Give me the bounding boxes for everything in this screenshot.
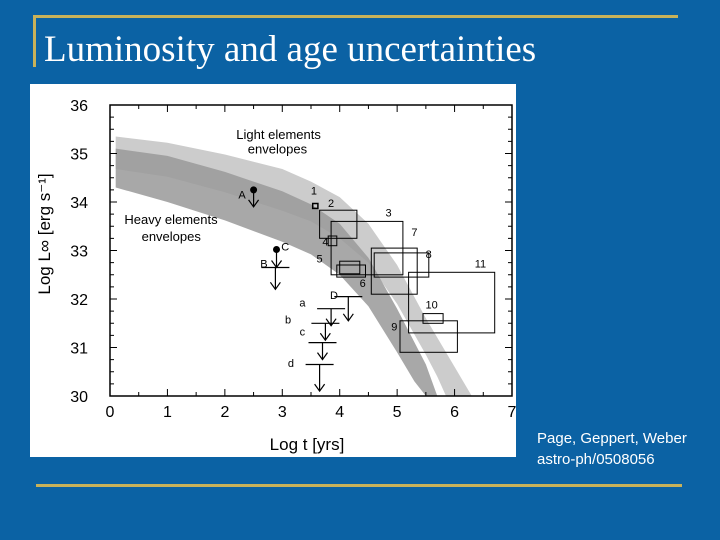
object-box-9	[399, 320, 458, 353]
object-arrow-c	[271, 260, 283, 269]
x-tick-label: 1	[163, 404, 172, 421]
object-arrow-b	[319, 332, 331, 342]
object-box-8	[373, 252, 430, 278]
envelope-band-2	[115, 148, 438, 396]
x-tick-label: 6	[450, 404, 459, 421]
x-tick-label: 2	[220, 404, 229, 421]
object-label-a: A	[238, 190, 246, 202]
object-arrow-d	[314, 383, 326, 393]
y-tick-label: 30	[70, 389, 88, 406]
object-label-7: 7	[411, 227, 417, 239]
object-arrow-b	[269, 281, 281, 291]
object-label-9: 9	[391, 322, 397, 334]
x-tick-label: 5	[393, 404, 402, 421]
bottom-rule	[36, 484, 682, 487]
object-box-6	[339, 260, 361, 275]
object-arrow-d	[342, 313, 354, 322]
x-tick-label: 3	[278, 404, 287, 421]
object-label-d: D	[330, 290, 338, 302]
envelope-bands	[115, 136, 472, 396]
object-point-a	[250, 186, 258, 194]
object-box-11	[408, 271, 496, 334]
x-tick-label: 0	[106, 404, 115, 421]
y-tick-label: 35	[70, 147, 88, 164]
object-label-c: c	[300, 326, 306, 338]
citation-reference: astro-ph/0508056	[537, 451, 655, 468]
band-annotation-4: envelopes	[142, 229, 202, 244]
object-label-8: 8	[426, 249, 432, 261]
citation-authors: Page, Geppert, Weber	[537, 430, 687, 447]
object-box-4	[327, 235, 338, 247]
axis-ticks	[109, 104, 513, 397]
x-tick-label: 4	[335, 404, 344, 421]
object-box-10	[422, 313, 444, 324]
object-label-a: a	[299, 297, 306, 309]
object-label-6: 6	[360, 278, 366, 290]
object-label-5: 5	[317, 254, 323, 266]
left-rule	[33, 15, 36, 67]
object-label-4: 4	[322, 237, 328, 249]
object-box-1	[311, 202, 319, 210]
band-annotation-2: envelopes	[248, 142, 308, 157]
object-label-11: 11	[475, 259, 486, 271]
y-tick-label: 31	[70, 341, 88, 358]
y-axis-label: Log L∞ [erg s⁻¹]	[35, 173, 54, 294]
band-annotation-1: Light elements	[236, 127, 321, 142]
top-rule	[36, 15, 678, 18]
object-arrow-a	[325, 318, 337, 327]
band-annotation-3: Heavy elements	[124, 212, 218, 227]
x-axis-label: Log t [yrs]	[270, 435, 345, 454]
object-label-d: d	[288, 358, 294, 370]
y-tick-label: 32	[70, 292, 88, 309]
object-label-1: 1	[311, 186, 317, 198]
y-tick-label: 33	[70, 244, 88, 261]
y-tick-label: 36	[70, 98, 88, 115]
object-arrow-c	[316, 352, 328, 361]
y-tick-labels: 30 31 32 33 34 35 36	[70, 98, 88, 406]
luminosity-age-figure: Light elements envelopes Heavy elements env…	[30, 84, 516, 457]
object-box-5	[336, 264, 366, 278]
object-label-c: C	[281, 242, 289, 254]
y-tick-label: 34	[70, 195, 88, 212]
object-label-b: b	[285, 314, 291, 326]
object-box-7	[370, 247, 418, 295]
slide-title: Luminosity and age uncertainties	[44, 29, 537, 70]
citation: Page, Geppert, Weber astro-ph/0508056	[537, 428, 687, 470]
object-arrow-a	[248, 199, 260, 208]
x-tick-labels: 0 1 2 3 4 5 6 7	[106, 404, 516, 421]
object-label-10: 10	[425, 300, 437, 312]
object-label-b: B	[260, 259, 267, 271]
object-label-2: 2	[328, 198, 334, 210]
object-label-3: 3	[385, 208, 391, 220]
object-box-2	[319, 209, 358, 239]
x-tick-label: 7	[508, 404, 516, 421]
